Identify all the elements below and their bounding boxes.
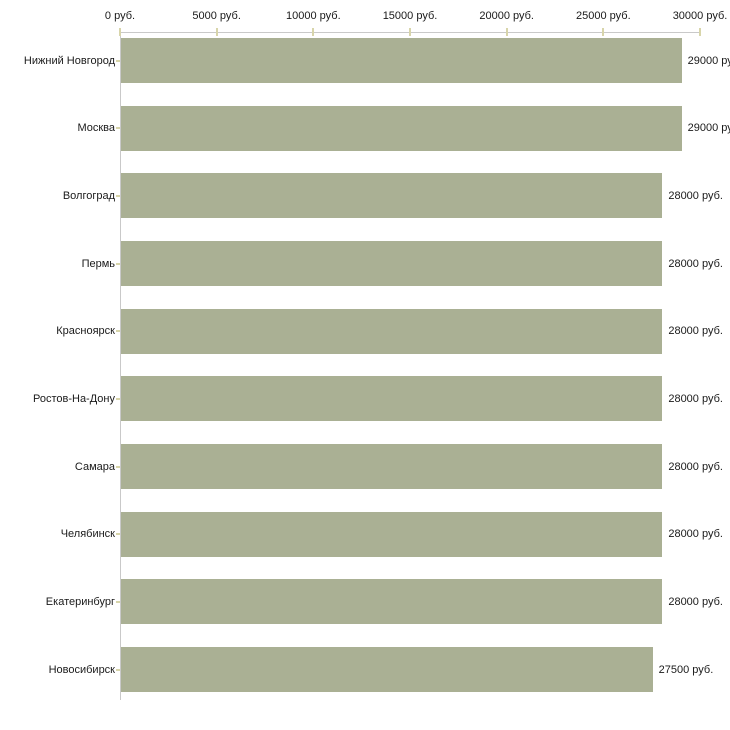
- chart-bar: [121, 511, 663, 557]
- chart-bar: [121, 444, 663, 490]
- x-axis-tick-label: 5000 руб.: [192, 10, 241, 22]
- value-label: 28000 руб.: [668, 460, 723, 473]
- category-label: Новосибирск: [48, 663, 115, 676]
- chart-bar: [121, 376, 663, 422]
- value-label: 28000 руб.: [668, 257, 723, 270]
- category-label: Москва: [77, 122, 115, 135]
- x-axis-tick-mark: [699, 28, 701, 36]
- category-tick-mark: [116, 533, 120, 536]
- category-tick-mark: [116, 600, 120, 603]
- value-label: 29000 руб.: [687, 122, 730, 135]
- value-label: 27500 руб.: [658, 663, 714, 676]
- category-tick-mark: [116, 668, 120, 671]
- chart-bar: [121, 241, 663, 286]
- chart-bar: [121, 579, 663, 625]
- x-axis-tick-label: 20000 руб.: [479, 10, 534, 22]
- category-tick-mark: [116, 194, 120, 197]
- y-axis-line: [120, 32, 121, 700]
- category-label: Ростов-На-Дону: [32, 392, 115, 405]
- x-axis-tick-label: 10000 руб.: [286, 10, 341, 22]
- category-label: Пермь: [81, 257, 115, 270]
- category-tick-mark: [116, 330, 120, 333]
- value-label: 29000 руб.: [687, 54, 730, 67]
- x-axis-tick-mark: [602, 28, 605, 36]
- x-axis-tick-label: 30000 руб.: [672, 10, 728, 22]
- category-label: Самара: [74, 460, 115, 473]
- category-label: Красноярск: [56, 325, 115, 338]
- x-axis-tick-label: 25000 руб.: [576, 10, 631, 22]
- category-tick-mark: [116, 127, 120, 130]
- x-axis-tick-mark: [119, 28, 121, 36]
- chart-bar: [121, 308, 663, 354]
- category-tick-mark: [116, 465, 120, 468]
- chart-bar: [121, 105, 682, 151]
- category-label: Екатеринбург: [45, 595, 115, 608]
- chart-bar: [121, 647, 653, 693]
- value-label: 28000 руб.: [668, 189, 723, 202]
- chart-bar: [121, 38, 682, 83]
- category-label: Волгоград: [62, 189, 115, 202]
- x-axis-tick-label: 15000 руб.: [382, 10, 438, 22]
- x-axis-tick-mark: [409, 28, 411, 36]
- value-label: 28000 руб.: [668, 595, 723, 608]
- value-label: 28000 руб.: [668, 325, 723, 338]
- chart-bar: [121, 173, 663, 219]
- category-label: Челябинск: [60, 528, 115, 541]
- category-tick-mark: [116, 397, 120, 400]
- x-axis-tick-mark: [215, 28, 218, 36]
- category-label: Нижний Новгород: [23, 54, 115, 67]
- x-axis-tick-mark: [312, 28, 315, 36]
- value-label: 28000 руб.: [668, 392, 723, 405]
- category-tick-mark: [116, 262, 120, 265]
- value-label: 28000 руб.: [668, 528, 723, 541]
- x-axis-tick-label: 0 руб.: [104, 10, 136, 22]
- category-tick-mark: [116, 59, 120, 62]
- x-axis-tick-mark: [505, 28, 508, 36]
